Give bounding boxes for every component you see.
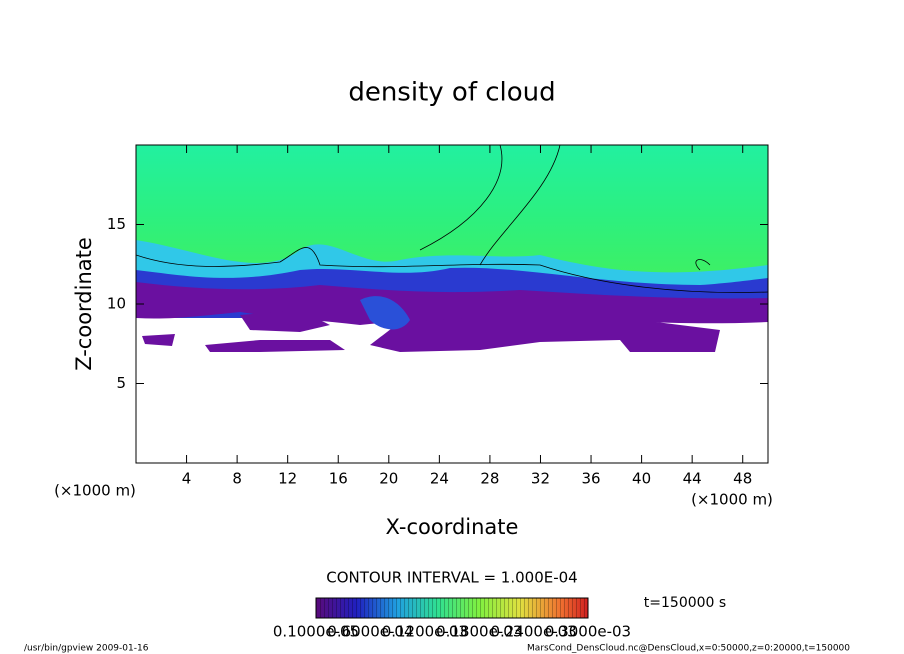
x-tick-label: 36 <box>581 470 600 488</box>
contour-interval: CONTOUR INTERVAL = 1.000E-04 <box>326 569 577 587</box>
x-tick-label: 16 <box>329 470 348 488</box>
field-patch <box>360 296 410 330</box>
x-tick-label: 24 <box>430 470 449 488</box>
field-patch <box>205 340 345 352</box>
y-tick-label: 15 <box>107 215 126 233</box>
colorbar-label: 0.1200e-03 <box>382 623 468 641</box>
colorbar-label: 0.1800e-03 <box>436 623 522 641</box>
contour-line <box>136 247 768 293</box>
x-tick-label: 8 <box>232 470 242 488</box>
y-tick-label: 10 <box>107 295 126 313</box>
y-tick-label: 5 <box>116 374 126 392</box>
chart-title: density of cloud <box>348 78 555 108</box>
time-label: t=150000 s <box>644 595 726 611</box>
colorbar-label: 0.1000e-05 <box>273 623 359 641</box>
x-tick-label: 4 <box>182 470 192 488</box>
colorbar-label: 0.3000e-03 <box>545 623 631 641</box>
x-tick-label: 28 <box>480 470 499 488</box>
x-tick-label: 12 <box>278 470 297 488</box>
contour-line <box>419 145 711 271</box>
colorbar-labels: 0.1000e-050.6000e-040.1200e-030.1800e-03… <box>273 623 631 641</box>
x-tick-label: 44 <box>683 470 702 488</box>
x-unit-label: (×1000 m) <box>54 482 136 500</box>
field <box>136 145 768 352</box>
footer-right: MarsCond_DensCloud.nc@DensCloud,x=0:5000… <box>527 644 850 654</box>
colorbar-frame <box>315 597 589 619</box>
colorbar-label: 0.2400e-03 <box>490 623 576 641</box>
colorbar-label: 0.6000e-04 <box>327 623 413 641</box>
field-patch <box>370 318 720 352</box>
x-tick-label: 32 <box>531 470 550 488</box>
y-axis-label: Z-coordinate <box>72 237 96 371</box>
field-patch <box>240 310 330 332</box>
x-tick-label: 48 <box>733 470 752 488</box>
footer-left: /usr/bin/gpview 2009-01-16 <box>24 644 149 654</box>
field-patch <box>142 334 175 346</box>
x-unit-label: (×1000 m) <box>691 491 773 509</box>
x-tick-label: 40 <box>632 470 651 488</box>
x-axis-label: X-coordinate <box>386 515 519 539</box>
x-tick-label: 20 <box>379 470 398 488</box>
